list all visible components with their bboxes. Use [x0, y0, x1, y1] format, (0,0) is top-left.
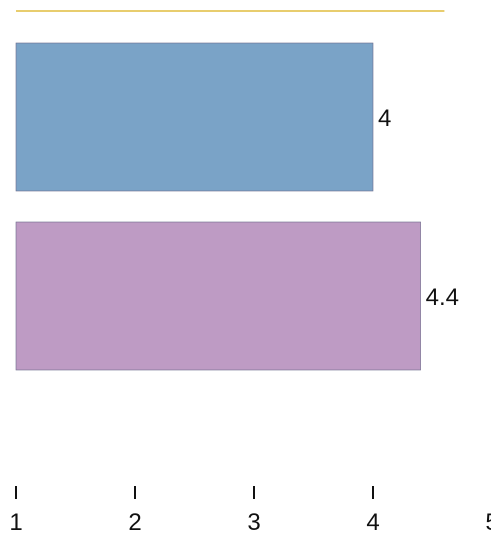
- x-tick-label-0: 1: [9, 509, 22, 535]
- bars-layer: [15, 10, 445, 371]
- bar-value-label-1: 4: [378, 105, 391, 132]
- x-axis-ticks: 1 2 3 4 5: [9, 486, 491, 535]
- bar-1: [15, 42, 374, 192]
- bar-2: [15, 221, 421, 371]
- data-labels-layer: 44.4: [378, 105, 459, 311]
- x-tick-label-1: 2: [128, 509, 141, 535]
- x-tick-label-3: 4: [366, 509, 379, 535]
- x-tick-label-4: 5: [485, 509, 491, 535]
- x-tick-label-2: 3: [247, 509, 260, 535]
- bar-value-label-2: 4.4: [426, 284, 459, 311]
- bar-0: [16, 10, 445, 12]
